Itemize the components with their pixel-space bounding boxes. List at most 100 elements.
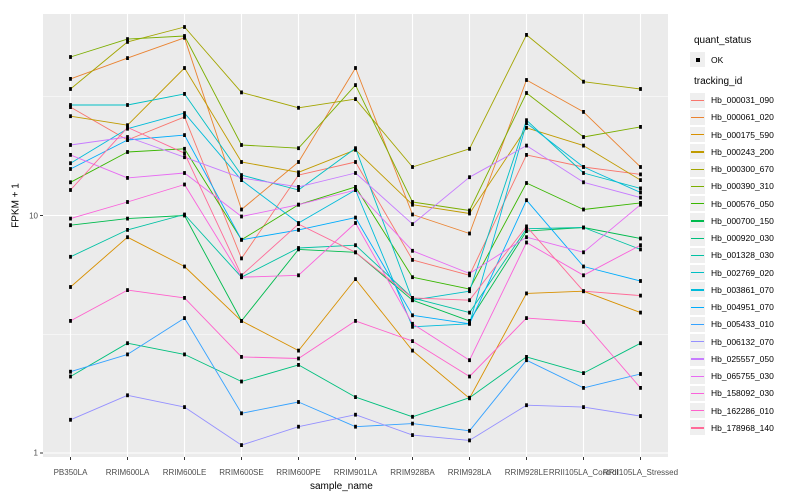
data-point-Hb_000061_020 <box>468 231 471 236</box>
legend-item-label: Hb_000031_090 <box>711 95 774 105</box>
data-point-Hb_004951_070 <box>354 215 357 220</box>
legend-key-Hb_000920_030 <box>690 230 705 246</box>
data-point-Hb_000061_020 <box>69 77 72 81</box>
data-point-Hb_158092_030 <box>525 240 528 245</box>
legend-key-line-icon <box>691 289 704 291</box>
data-point-Hb_158092_030 <box>639 243 642 248</box>
data-point-Hb_178968_140 <box>525 224 528 229</box>
data-point-Hb_000061_020 <box>240 207 243 212</box>
legend-item-Hb_000031_090: Hb_000031_090 <box>690 92 774 108</box>
data-point-Hb_000920_030 <box>240 379 243 384</box>
data-point-Hb_000031_090 <box>240 256 243 261</box>
data-point-Hb_002769_020 <box>582 171 585 175</box>
y-axis-title: FPKM + 1 <box>10 183 22 228</box>
data-point-Hb_000300_670 <box>240 90 243 95</box>
data-point-Hb_065755_030 <box>525 235 528 240</box>
data-point-Hb_000576_050 <box>525 181 528 185</box>
data-point-Hb_006132_070 <box>411 433 414 437</box>
legend-key-Hb_001328_030 <box>690 247 705 263</box>
x-tick-label-PB350LA: PB350LA <box>53 468 88 477</box>
legend-key-line-icon <box>691 116 704 119</box>
data-point-Hb_001328_030 <box>582 225 585 230</box>
legend-item-Hb_005433_010: Hb_005433_010 <box>690 316 774 332</box>
data-point-Hb_006132_070 <box>297 424 300 429</box>
data-point-Hb_000390_310 <box>69 55 72 59</box>
data-point-Hb_005433_010 <box>468 428 471 433</box>
data-point-Hb_000390_310 <box>468 208 471 213</box>
data-point-Hb_000061_020 <box>126 56 129 60</box>
data-point-Hb_000390_310 <box>240 143 243 147</box>
data-point-Hb_003861_070 <box>240 178 243 182</box>
legend-key-Hb_004951_070 <box>690 299 705 315</box>
data-point-Hb_004951_070 <box>582 264 585 269</box>
data-point-Hb_004951_070 <box>468 321 471 326</box>
data-point-Hb_162286_010 <box>297 356 300 361</box>
data-point-Hb_003861_070 <box>411 324 414 329</box>
data-point-Hb_025557_050 <box>126 135 129 139</box>
data-point-Hb_000390_310 <box>183 34 186 38</box>
y-tick-label-10: 10 <box>29 211 38 220</box>
data-point-Hb_004951_070 <box>639 279 642 283</box>
legend-item-Hb_000700_150: Hb_000700_150 <box>690 213 774 229</box>
data-point-Hb_000175_590 <box>525 291 528 296</box>
legend-item-label: Hb_158092_030 <box>711 388 774 399</box>
data-point-Hb_001328_030 <box>354 243 357 248</box>
data-point-Hb_000390_310 <box>639 125 642 129</box>
legend-item-Hb_000576_050: Hb_000576_050 <box>690 196 774 211</box>
data-point-Hb_065755_030 <box>183 171 186 175</box>
data-point-Hb_006132_070 <box>639 414 642 418</box>
legend: quant_status OK tracking_id Hb_000031_09… <box>690 0 798 500</box>
legend-key-Hb_000031_090 <box>690 92 705 108</box>
data-point-Hb_006132_070 <box>240 443 243 447</box>
data-point-Hb_002769_020 <box>639 186 642 191</box>
data-point-Hb_025557_050 <box>69 143 72 147</box>
data-point-Hb_001328_030 <box>639 247 642 252</box>
data-point-Hb_001328_030 <box>297 246 300 250</box>
legend-key-Hb_065755_030 <box>690 368 705 384</box>
data-point-Hb_005433_010 <box>69 369 72 374</box>
data-point-Hb_000243_200 <box>468 211 471 216</box>
data-point-Hb_005433_010 <box>126 352 129 357</box>
data-point-Hb_003861_070 <box>69 161 72 166</box>
data-point-Hb_025557_050 <box>183 155 186 160</box>
data-point-Hb_003861_070 <box>525 121 528 125</box>
data-point-Hb_000031_090 <box>183 115 186 119</box>
data-point-Hb_003861_070 <box>183 111 186 115</box>
data-point-Hb_000031_090 <box>525 153 528 157</box>
data-point-Hb_000300_670 <box>639 87 642 91</box>
data-point-Hb_000920_030 <box>354 395 357 399</box>
data-point-Hb_000300_670 <box>69 87 72 91</box>
data-point-Hb_000061_020 <box>525 78 528 82</box>
data-point-Hb_000920_030 <box>69 374 72 379</box>
data-point-Hb_000920_030 <box>411 414 414 419</box>
legend-item-label: Hb_005433_010 <box>711 319 774 330</box>
data-point-Hb_178968_140 <box>297 222 300 226</box>
data-point-Hb_002769_020 <box>297 188 300 192</box>
data-point-Hb_158092_030 <box>126 200 129 204</box>
data-point-Hb_000175_590 <box>126 235 129 240</box>
data-point-Hb_000576_050 <box>411 275 414 280</box>
legend-key-line-icon <box>691 168 704 170</box>
data-point-Hb_006132_070 <box>468 438 471 443</box>
data-point-Hb_005433_010 <box>183 316 186 320</box>
data-point-Hb_002769_020 <box>240 173 243 177</box>
data-point-Hb_178968_140 <box>183 151 186 156</box>
data-point-Hb_025557_050 <box>354 171 357 175</box>
data-point-Hb_000390_310 <box>411 200 414 204</box>
data-point-Hb_000700_150 <box>126 216 129 221</box>
data-point-Hb_162286_010 <box>240 355 243 359</box>
data-point-Hb_000243_200 <box>639 178 642 182</box>
data-point-Hb_000061_020 <box>639 165 642 169</box>
data-point-Hb_005433_010 <box>240 411 243 416</box>
legend-key-line-icon <box>691 151 704 153</box>
data-point-Hb_000300_670 <box>183 25 186 29</box>
data-point-Hb_005433_010 <box>582 386 585 390</box>
data-point-Hb_000243_200 <box>525 125 528 130</box>
data-point-Hb_000300_670 <box>582 79 585 84</box>
data-point-Hb_000175_590 <box>411 348 414 353</box>
data-point-Hb_001328_030 <box>525 226 528 231</box>
data-point-Hb_004951_070 <box>525 198 528 203</box>
data-point-Hb_002769_020 <box>468 289 471 294</box>
x-tick-label-RRIM600LA: RRIM600LA <box>105 468 150 477</box>
data-point-Hb_005433_010 <box>411 421 414 426</box>
